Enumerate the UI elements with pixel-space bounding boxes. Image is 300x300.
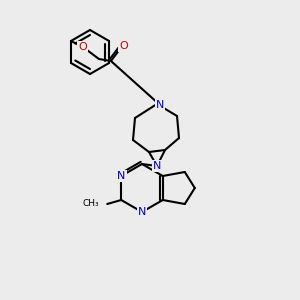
Text: N: N: [153, 161, 161, 171]
Text: N: N: [117, 171, 125, 181]
Text: N: N: [156, 100, 164, 110]
Text: CH₃: CH₃: [82, 200, 99, 208]
Text: O: O: [120, 41, 128, 51]
Text: N: N: [138, 207, 146, 217]
Text: O: O: [79, 42, 87, 52]
